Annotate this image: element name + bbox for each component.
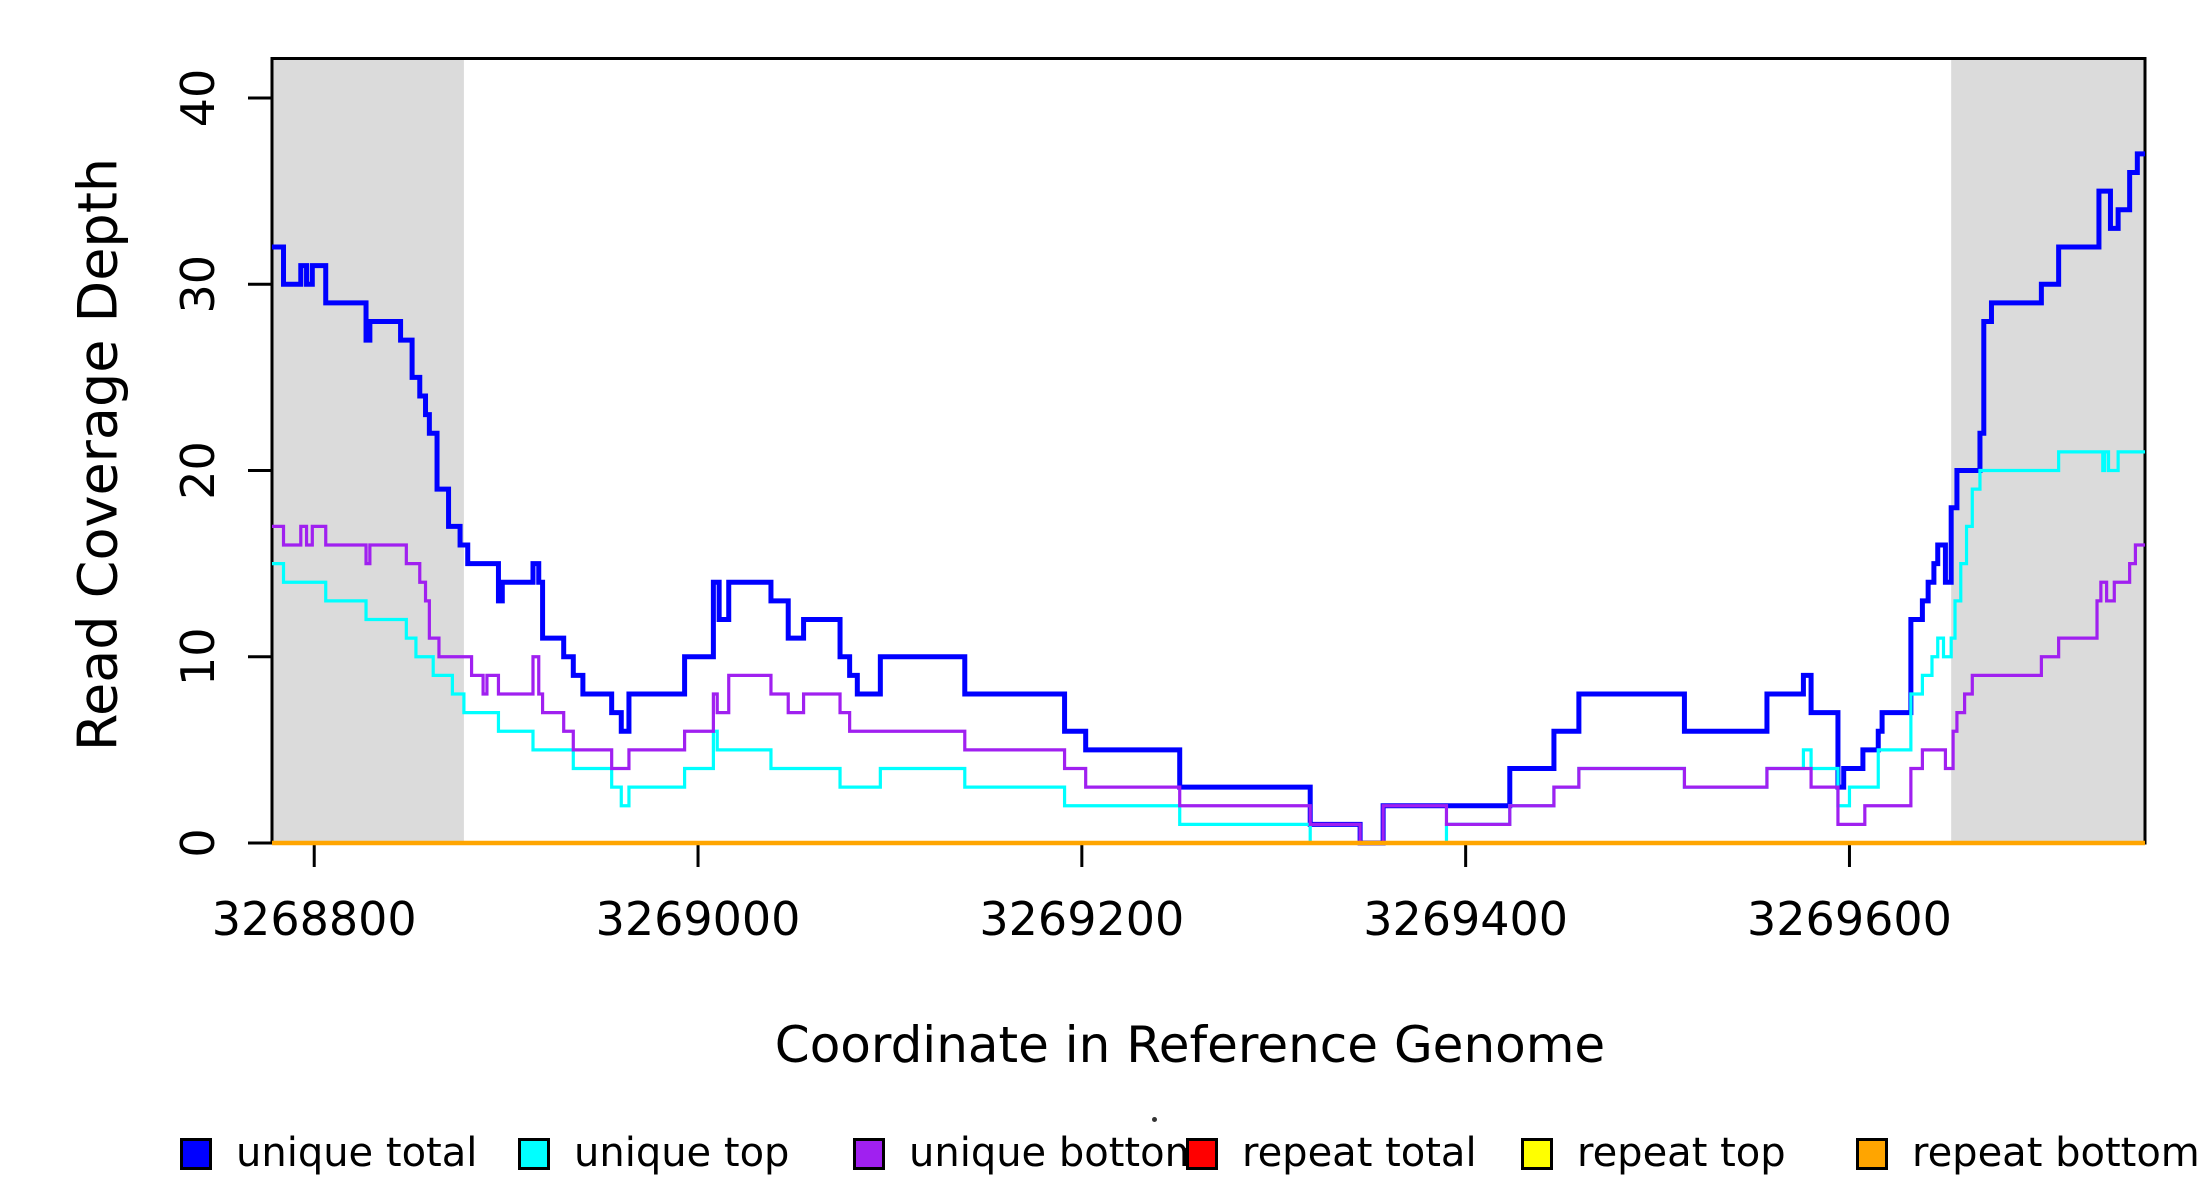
series-unique-bottom-line bbox=[272, 524, 2145, 845]
y-tick-label: 30 bbox=[171, 255, 225, 314]
stray-mark bbox=[1152, 1117, 1157, 1122]
x-axis-title-text: Coordinate in Reference Genome bbox=[774, 1016, 1606, 1074]
left-repeat-region bbox=[272, 58, 464, 843]
x-tick-label: 3268800 bbox=[212, 892, 417, 946]
y-tick-label: 40 bbox=[171, 69, 225, 128]
x-tick-label: 3269200 bbox=[979, 892, 1184, 946]
y-tick-label: 0 bbox=[171, 828, 225, 857]
x-tick-label: 3269600 bbox=[1747, 892, 1952, 946]
series-unique-top-line bbox=[272, 450, 2145, 845]
x-tick-label: 3269400 bbox=[1363, 892, 1568, 946]
y-axis-title: Read Coverage Depth bbox=[66, 157, 130, 752]
y-tick-label: 20 bbox=[171, 441, 225, 500]
x-tick-label: 3269000 bbox=[596, 892, 801, 946]
plot-border bbox=[270, 57, 2147, 845]
y-tick-label: 10 bbox=[171, 627, 225, 686]
series-unique-total-line bbox=[272, 151, 2145, 846]
x-axis-title: Coordinate in Reference Genome bbox=[0, 1016, 2200, 1074]
